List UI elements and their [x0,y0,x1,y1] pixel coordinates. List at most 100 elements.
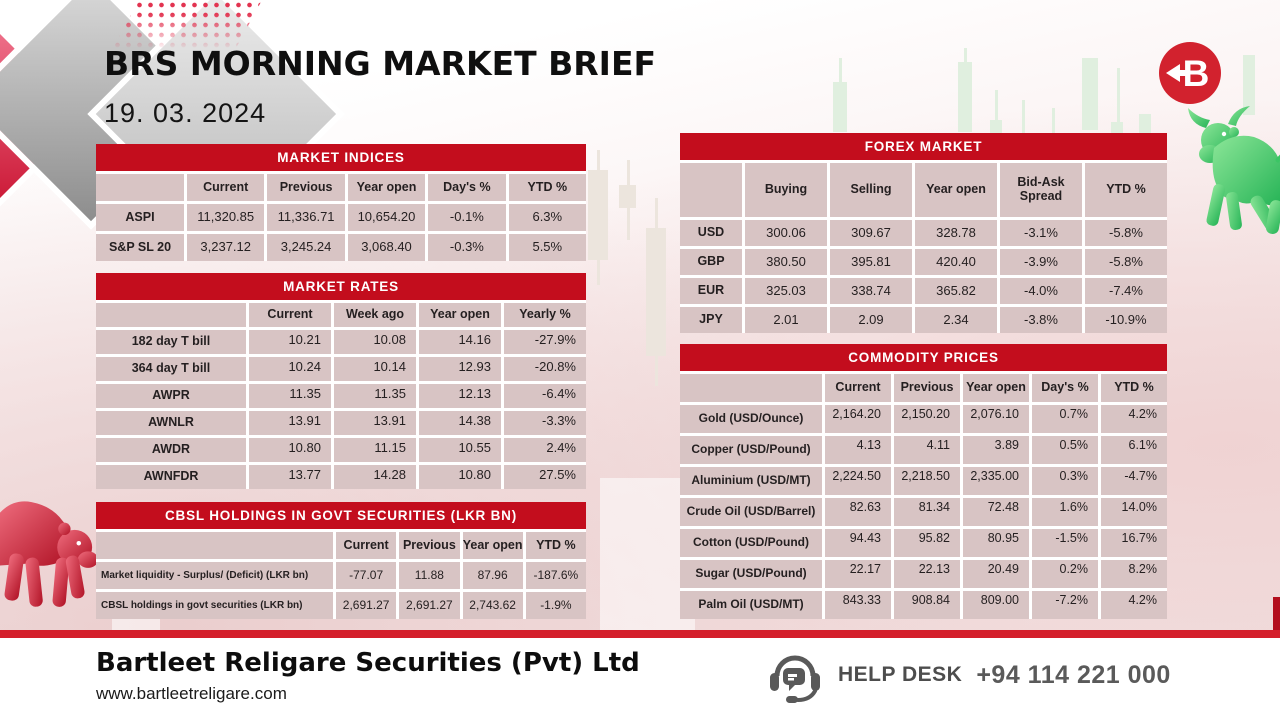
data-cell: 11.35 [249,384,331,408]
data-cell: 10.24 [249,357,331,381]
data-cell: -4.0% [1000,278,1082,304]
data-cell: 300.06 [745,220,827,246]
data-cell: 395.81 [830,249,912,275]
data-cell: 4.2% [1101,405,1167,433]
data-cell: 3,068.40 [347,234,426,261]
data-cell: 81.34 [894,498,960,526]
column-header: Previous [894,374,960,402]
column-header: Buying [745,163,827,217]
column-header [96,174,184,201]
data-cell: 6.1% [1101,436,1167,464]
column-header: Current [187,174,265,201]
data-cell: 22.17 [825,560,891,588]
row-label: Gold (USD/Ounce) [680,405,822,433]
row-label: Sugar (USD/Pound) [680,560,822,588]
market-indices-table: MARKET INDICES Current Previous Year open D… [96,144,586,261]
commodity-prices-table: COMMODITY PRICES Current Previous Year ope… [680,344,1167,619]
data-cell: 11,336.71 [267,204,345,231]
candlestick-decoration [958,62,972,132]
halftone-dots-pattern [112,0,262,50]
column-header: Day's % [1032,374,1098,402]
row-label: Market liquidity - Surplus/ (Deficit) (L… [96,562,333,589]
data-cell: 0.5% [1032,436,1098,464]
data-cell: 2,218.50 [894,467,960,495]
market-rates-grid: Current Week ago Year open Yearly % 182 day … [96,303,586,489]
row-label: Crude Oil (USD/Barrel) [680,498,822,526]
data-cell: 80.95 [963,529,1029,557]
candlestick-decoration [833,82,847,132]
row-label: Palm Oil (USD/MT) [680,591,822,619]
data-cell: 328.78 [915,220,997,246]
row-label: CBSL holdings in govt securities (LKR bn… [96,592,333,619]
column-header: Year open [963,374,1029,402]
data-cell: -187.6% [525,562,586,589]
data-cell: 14.0% [1101,498,1167,526]
data-cell: 16.7% [1101,529,1167,557]
column-header: Year open [915,163,997,217]
column-header: Current [336,532,397,559]
data-cell: 10,654.20 [347,204,426,231]
column-header: YTD % [1085,163,1167,217]
column-header: Year open [347,174,426,201]
row-label: Copper (USD/Pound) [680,436,822,464]
table-title: COMMODITY PRICES [680,344,1167,371]
data-cell: 13.91 [334,411,416,435]
table-title: FOREX MARKET [680,133,1167,160]
data-cell: 809.00 [963,591,1029,619]
data-cell: 2.01 [745,307,827,333]
data-cell: 0.7% [1032,405,1098,433]
row-label: USD [680,220,742,246]
data-cell: 3.89 [963,436,1029,464]
column-header: Previous [267,174,345,201]
data-cell: 2,224.50 [825,467,891,495]
column-header: Day's % [428,174,506,201]
cbsl-holdings-grid: Current Previous Year open YTD % Market liqu… [96,532,586,619]
footer-company-name: Bartleet Religare Securities (Pvt) Ltd [96,648,640,678]
data-cell: 10.80 [419,465,501,489]
column-header: Year open [462,532,523,559]
data-cell: 6.3% [508,204,586,231]
data-cell: 5.5% [508,234,586,261]
data-cell: 2,164.20 [825,405,891,433]
row-label: Cotton (USD/Pound) [680,529,822,557]
row-label: 182 day T bill [96,330,246,354]
data-cell: 10.80 [249,438,331,462]
data-cell: 72.48 [963,498,1029,526]
table-title: MARKET INDICES [96,144,586,171]
row-label: AWDR [96,438,246,462]
data-cell: 3,245.24 [267,234,345,261]
data-cell: 325.03 [745,278,827,304]
data-cell: 2,150.20 [894,405,960,433]
data-cell: 11.35 [334,384,416,408]
helpdesk-phone: +94 114 221 000 [976,660,1171,689]
row-label: ASPI [96,204,184,231]
data-cell: 94.43 [825,529,891,557]
candlestick-decoration [995,90,998,122]
candlestick-decoration [1139,114,1151,133]
data-cell: 8.2% [1101,560,1167,588]
data-cell: -7.2% [1032,591,1098,619]
data-cell: 2.4% [504,438,586,462]
data-cell: 3,237.12 [187,234,265,261]
row-label: 364 day T bill [96,357,246,381]
data-cell: -5.8% [1085,249,1167,275]
data-cell: -10.9% [1085,307,1167,333]
forex-market-table: FOREX MARKET Buying Selling Year open Bid-A… [680,133,1167,333]
column-header: Current [249,303,331,327]
data-cell: 10.14 [334,357,416,381]
row-label: AWNLR [96,411,246,435]
data-cell: -3.3% [504,411,586,435]
data-cell: 10.55 [419,438,501,462]
data-cell: 4.13 [825,436,891,464]
column-header: Current [825,374,891,402]
data-cell: 27.5% [504,465,586,489]
data-cell: 2.34 [915,307,997,333]
candlestick-decoration [588,170,608,260]
bull-icon [1188,106,1280,234]
data-cell: 95.82 [894,529,960,557]
data-cell: -77.07 [336,562,397,589]
data-cell: 10.21 [249,330,331,354]
bear-icon [0,501,99,607]
red-divider-bar [0,630,1280,638]
cbsl-holdings-table: CBSL HOLDINGS IN GOVT SECURITIES (LKR BN… [96,502,586,619]
